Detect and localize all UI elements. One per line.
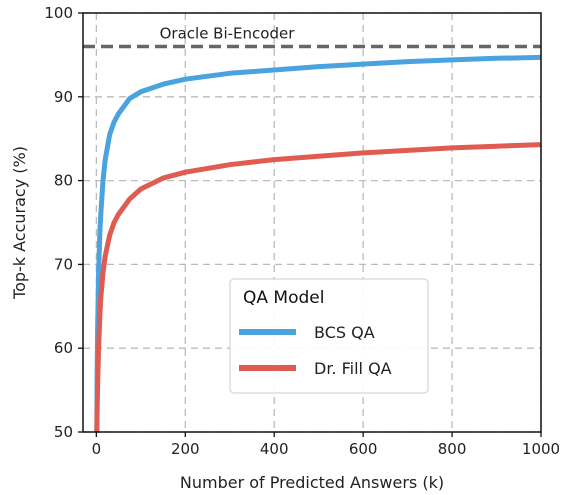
x-axis-label: Number of Predicted Answers (k) — [180, 473, 444, 492]
legend-title: QA Model — [243, 288, 324, 308]
series-line — [94, 54, 542, 433]
x-tick-label: 1000 — [522, 440, 560, 458]
legend: QA Model BCS QA Dr. Fill QA — [229, 278, 429, 394]
y-tick-label: 60 — [54, 339, 73, 357]
legend-entry-label: BCS QA — [314, 323, 375, 342]
y-tick-label: 100 — [44, 4, 73, 22]
legend-box — [229, 278, 429, 394]
x-ticks: 0 200 400 600 800 1000 — [92, 432, 560, 458]
oracle-reference: Oracle Bi-Encoder — [83, 25, 541, 49]
y-axis-label: Top-k Accuracy (%) — [10, 146, 29, 300]
oracle-reference-label: Oracle Bi-Encoder — [160, 25, 296, 43]
x-tick-label: 200 — [171, 440, 200, 458]
y-ticks: 50 60 70 80 90 100 — [44, 4, 83, 441]
x-tick-label: 400 — [260, 440, 289, 458]
y-tick-label: 90 — [54, 88, 73, 106]
y-tick-label: 50 — [54, 423, 73, 441]
x-tick-label: 800 — [438, 440, 467, 458]
legend-entry-label: Dr. Fill QA — [314, 359, 392, 378]
y-tick-label: 80 — [54, 172, 73, 190]
x-tick-label: 0 — [92, 440, 102, 458]
plot-frame — [82, 12, 542, 433]
y-tick-label: 70 — [54, 255, 73, 273]
series-line — [94, 142, 542, 433]
series — [94, 54, 542, 433]
x-tick-label: 600 — [349, 440, 378, 458]
